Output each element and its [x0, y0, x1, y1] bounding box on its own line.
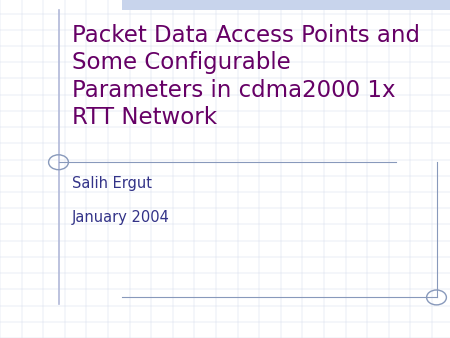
Text: January 2004: January 2004: [72, 210, 170, 224]
Text: Packet Data Access Points and
Some Configurable
Parameters in cdma2000 1x
RTT Ne: Packet Data Access Points and Some Confi…: [72, 24, 420, 129]
Text: Salih Ergut: Salih Ergut: [72, 176, 152, 191]
FancyBboxPatch shape: [122, 0, 450, 10]
